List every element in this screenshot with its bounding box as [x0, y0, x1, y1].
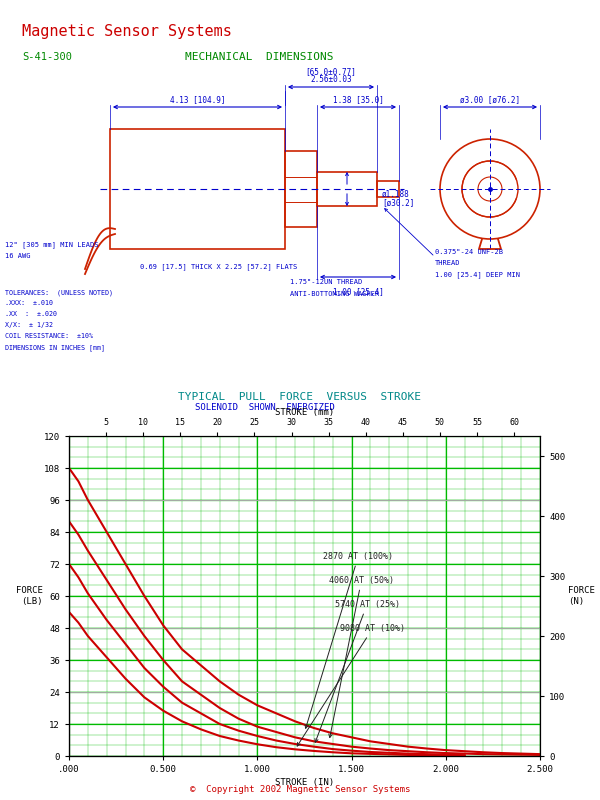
Text: ø1.188: ø1.188 [382, 190, 410, 198]
Text: [ø30.2]: [ø30.2] [382, 198, 415, 207]
Text: 0.375"-24 UNF-2B: 0.375"-24 UNF-2B [435, 249, 503, 255]
Text: 1.00 [25.4] DEEP MIN: 1.00 [25.4] DEEP MIN [435, 271, 520, 278]
Text: TOLERANCES:  (UNLESS NOTED): TOLERANCES: (UNLESS NOTED) [5, 289, 113, 295]
Y-axis label: FORCE
(LB): FORCE (LB) [16, 586, 43, 606]
Text: S-41-300: S-41-300 [22, 52, 72, 62]
Text: THREAD: THREAD [435, 260, 461, 266]
Text: 12" [305 mm] MIN LEADS: 12" [305 mm] MIN LEADS [5, 241, 98, 248]
Text: 1.00 [25.4]: 1.00 [25.4] [332, 287, 383, 296]
Text: 9080 AT (10%): 9080 AT (10%) [297, 624, 405, 746]
Text: 4.13 [104.9]: 4.13 [104.9] [170, 95, 225, 104]
Bar [317, 172, 377, 206]
Text: ©  Copyright 2002 Magnetic Sensor Systems: © Copyright 2002 Magnetic Sensor Systems [190, 785, 410, 794]
Text: COIL RESISTANCE:  ±10%: COIL RESISTANCE: ±10% [5, 333, 93, 339]
Text: 2.56±0.03: 2.56±0.03 [310, 75, 352, 84]
Text: [65.0±0.77]: [65.0±0.77] [305, 67, 356, 76]
Text: .XXX:  ±.010: .XXX: ±.010 [5, 300, 53, 306]
Text: 2870 AT (100%): 2870 AT (100%) [305, 552, 394, 728]
Text: ø3.00 [ø76.2]: ø3.00 [ø76.2] [460, 95, 520, 104]
Bar [110, 129, 285, 249]
Text: 5740 AT (25%): 5740 AT (25%) [315, 600, 400, 742]
Text: Magnetic Sensor Systems: Magnetic Sensor Systems [22, 24, 232, 39]
Text: 0.69 [17.5] THICK X 2.25 [57.2] FLATS: 0.69 [17.5] THICK X 2.25 [57.2] FLATS [140, 263, 297, 270]
X-axis label: STROKE (mm): STROKE (mm) [275, 408, 334, 417]
Bar [285, 151, 317, 227]
Text: DIMENSIONS IN INCHES [mm]: DIMENSIONS IN INCHES [mm] [5, 344, 105, 350]
Text: TYPICAL  PULL  FORCE  VERSUS  STROKE: TYPICAL PULL FORCE VERSUS STROKE [179, 392, 421, 402]
Text: X/X:  ± 1/32: X/X: ± 1/32 [5, 322, 53, 328]
Text: 16 AWG: 16 AWG [5, 253, 31, 259]
Text: .XX  :  ±.020: .XX : ±.020 [5, 311, 57, 317]
Text: MECHANICAL  DIMENSIONS: MECHANICAL DIMENSIONS [185, 52, 334, 62]
Text: SOLENOID  SHOWN  ENERGIZED: SOLENOID SHOWN ENERGIZED [195, 403, 335, 412]
Text: 4060 AT (50%): 4060 AT (50%) [329, 576, 394, 738]
Y-axis label: FORCE
(N): FORCE (N) [568, 586, 595, 606]
Text: 1.75"-12UN THREAD: 1.75"-12UN THREAD [290, 279, 362, 285]
Text: ANTI-BOTTOMING WASHER: ANTI-BOTTOMING WASHER [290, 291, 379, 297]
Text: 1.38 [35.0]: 1.38 [35.0] [332, 95, 383, 104]
Bar [377, 181, 399, 197]
X-axis label: STROKE (IN): STROKE (IN) [275, 778, 334, 787]
